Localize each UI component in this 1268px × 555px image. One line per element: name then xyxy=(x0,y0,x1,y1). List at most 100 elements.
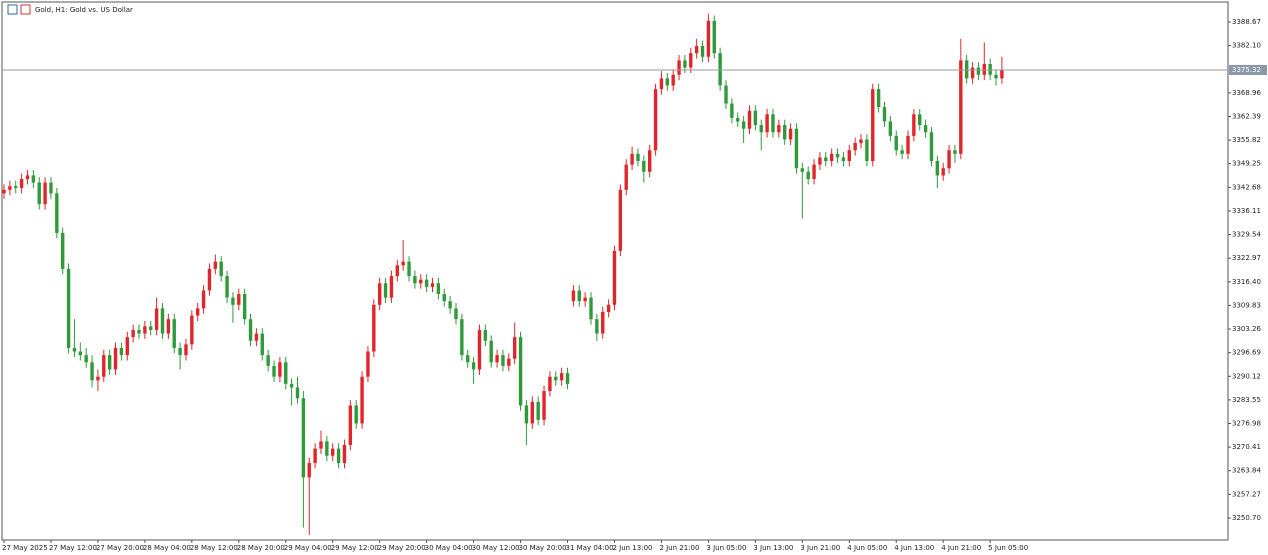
candle-body xyxy=(964,60,969,79)
candle-body xyxy=(442,294,446,302)
candle-body xyxy=(648,150,652,172)
candle-body xyxy=(471,362,476,370)
candle-body xyxy=(307,462,311,478)
current-price-label: 3375.32 xyxy=(1232,66,1261,74)
y-tick-label: 3329.54 xyxy=(1232,231,1261,239)
candle-body xyxy=(853,143,857,151)
y-tick-label: 3303.26 xyxy=(1232,325,1261,333)
x-tick-label: 28 May 04:00 xyxy=(143,544,191,552)
candle-body xyxy=(548,376,552,392)
x-tick-label: 3 Jun 21:00 xyxy=(800,544,840,552)
candle-body xyxy=(794,128,799,169)
y-tick-label: 3362.39 xyxy=(1232,112,1261,120)
candle-body xyxy=(454,308,458,320)
y-tick-label: 3270.41 xyxy=(1232,443,1261,451)
candle-body xyxy=(113,347,118,370)
candle-body xyxy=(524,405,529,424)
candle-body xyxy=(888,121,893,136)
x-tick-label: 29 May 04:00 xyxy=(284,544,332,552)
candle-body xyxy=(55,193,59,233)
y-tick-label: 3309.83 xyxy=(1232,301,1261,309)
y-tick-label: 3283.55 xyxy=(1232,396,1261,404)
candle-body xyxy=(677,60,681,75)
candle-body xyxy=(225,276,229,298)
candle-body xyxy=(953,150,957,154)
candle-body xyxy=(624,164,628,190)
x-tick-label: 29 May 20:00 xyxy=(378,544,426,552)
candle-body xyxy=(636,153,640,162)
candle-body xyxy=(8,186,12,190)
y-tick-label: 3250.70 xyxy=(1232,514,1261,522)
candle-body xyxy=(947,150,951,169)
y-tick-label: 3263.84 xyxy=(1232,467,1261,475)
x-tick-label: 30 May 12:00 xyxy=(472,544,520,552)
candle-body xyxy=(518,337,523,406)
x-tick-label: 27 May 2025 xyxy=(2,544,48,552)
candle-body xyxy=(66,268,71,348)
y-tick-label: 3296.69 xyxy=(1232,349,1261,357)
x-tick-label: 5 Jun 05:00 xyxy=(988,544,1028,552)
candle-body xyxy=(876,89,881,108)
candle-body xyxy=(231,297,235,305)
candle-body xyxy=(137,329,141,334)
y-tick-label: 3388.67 xyxy=(1232,18,1261,26)
candle-body xyxy=(595,319,599,334)
candle-body xyxy=(706,20,711,57)
candle-body xyxy=(401,261,405,266)
candle-body xyxy=(331,448,335,456)
candle-body xyxy=(777,125,781,133)
candle-body xyxy=(119,347,124,356)
candle-body xyxy=(918,114,922,126)
y-tick-label: 3336.11 xyxy=(1232,207,1261,215)
candle-body xyxy=(800,168,805,172)
candle-body xyxy=(313,448,317,463)
y-tick-label: 3349.25 xyxy=(1232,160,1261,168)
candle-body xyxy=(372,304,376,352)
candle-body xyxy=(37,182,41,205)
candle-body xyxy=(970,67,975,79)
candle-body xyxy=(835,153,840,158)
candle-body xyxy=(941,168,945,176)
x-tick-label: 29 May 12:00 xyxy=(331,544,379,552)
candle-body xyxy=(248,319,253,341)
candle-body xyxy=(606,304,611,312)
y-tick-label: 3276.98 xyxy=(1232,419,1261,427)
candle-body xyxy=(172,319,176,348)
candle-body xyxy=(671,74,675,86)
candle-body xyxy=(260,333,264,356)
x-tick-label: 3 Jun 05:00 xyxy=(706,544,746,552)
x-tick-label: 4 Jun 13:00 xyxy=(894,544,934,552)
candle-body xyxy=(419,279,423,284)
candle-body xyxy=(741,121,746,129)
candle-body xyxy=(184,344,188,356)
candle-body xyxy=(383,283,388,298)
y-tick-label: 3257.27 xyxy=(1232,490,1261,498)
candle-body xyxy=(818,157,822,165)
candle-body xyxy=(847,150,851,162)
candle-body xyxy=(342,444,347,463)
candle-body xyxy=(448,301,452,309)
candle-body xyxy=(389,276,394,298)
candle-body xyxy=(912,114,916,136)
candle-body xyxy=(659,78,664,90)
candle-body xyxy=(630,153,634,165)
candle-body xyxy=(14,186,18,188)
candle-body xyxy=(31,175,36,183)
candle-body xyxy=(783,125,787,140)
candle-body xyxy=(577,290,581,302)
candle-body xyxy=(436,283,441,295)
candle-body xyxy=(694,45,699,54)
chart-icon xyxy=(7,4,31,15)
candle-body xyxy=(730,103,734,118)
y-tick-label: 3342.68 xyxy=(1232,183,1261,191)
current-price-box xyxy=(1229,65,1267,76)
candle-body xyxy=(988,63,992,75)
candle-body xyxy=(959,60,963,154)
candle-body xyxy=(278,362,282,377)
candle-body xyxy=(923,125,928,133)
candle-body xyxy=(554,376,558,381)
y-tick-label: 3382.10 xyxy=(1232,42,1261,50)
candle-body xyxy=(765,114,769,133)
candle-body xyxy=(501,355,505,366)
x-tick-label: 28 May 12:00 xyxy=(190,544,238,552)
